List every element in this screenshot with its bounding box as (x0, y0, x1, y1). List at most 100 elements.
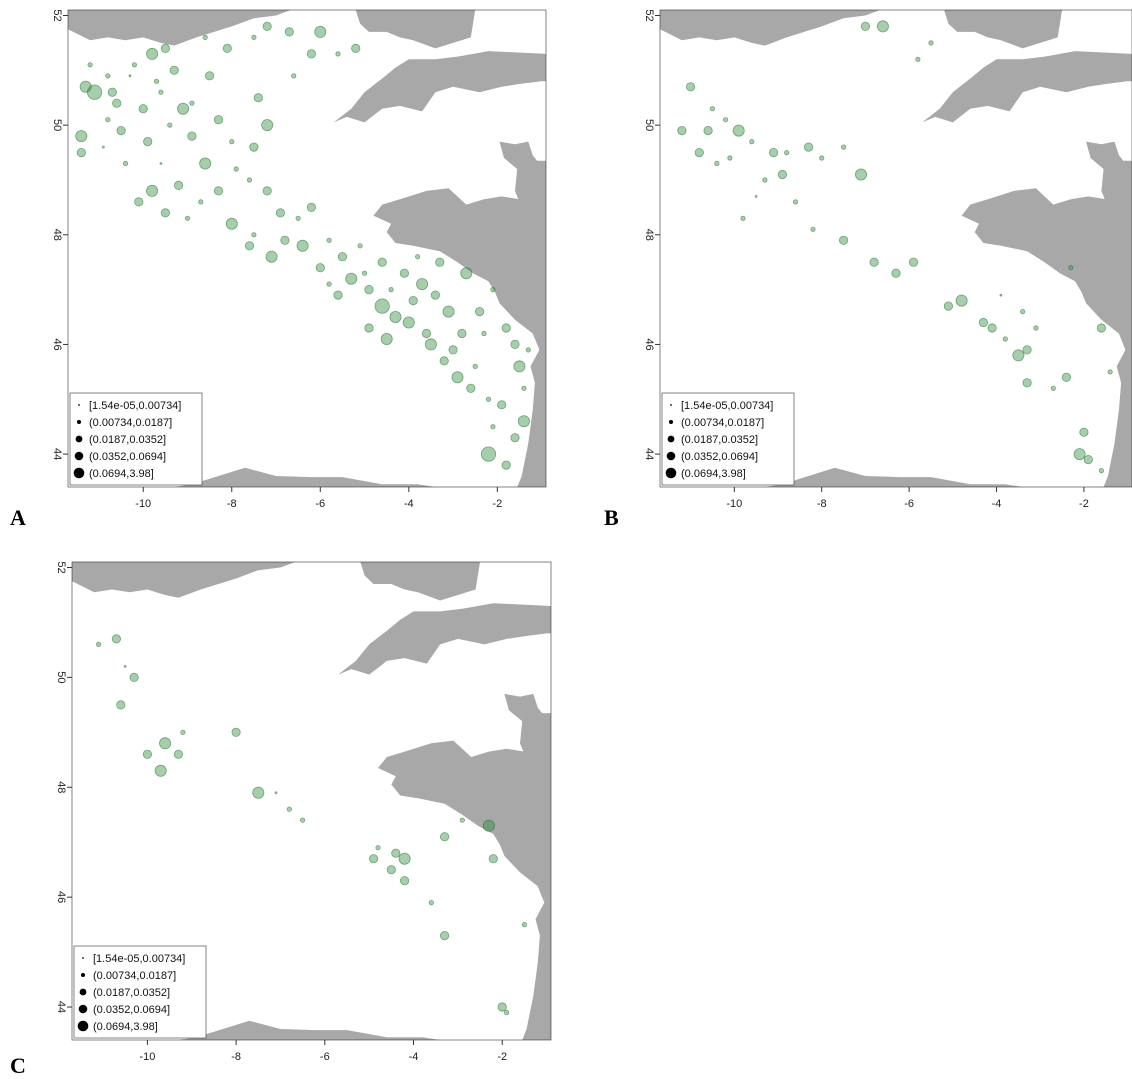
data-point (1022, 378, 1032, 388)
legend-symbol (81, 973, 85, 977)
data-point (284, 27, 294, 37)
data-point (386, 865, 396, 875)
legend-symbol (79, 988, 87, 996)
data-point (987, 323, 997, 333)
legend-symbol (77, 420, 81, 424)
data-point (860, 21, 870, 32)
data-point (364, 284, 374, 295)
legend-label: (0.0187,0.0352] (681, 434, 758, 446)
data-point (460, 267, 473, 280)
data-point (915, 56, 921, 62)
data-point (1079, 427, 1089, 437)
data-point (943, 301, 953, 311)
x-tick-label: -4 (409, 1051, 419, 1063)
data-point (804, 142, 814, 152)
data-point (430, 290, 440, 300)
x-tick-label: -10 (139, 1051, 155, 1063)
data-point (459, 817, 465, 823)
data-point (374, 298, 390, 314)
data-point (521, 921, 528, 928)
data-point (244, 241, 255, 251)
data-point (368, 854, 379, 864)
legend-symbol (78, 404, 80, 406)
legend-box (69, 392, 203, 486)
data-point (501, 323, 511, 333)
data-point (472, 363, 478, 369)
land-mass (764, 467, 1104, 487)
panel-letter-b: B (604, 505, 619, 530)
data-point (1002, 336, 1008, 342)
legend-label: [1.54e-05,0.00734] (681, 400, 773, 412)
legend-label: (0.0187,0.0352] (93, 987, 170, 999)
y-tick-label: 46 (643, 338, 655, 350)
data-point (131, 62, 137, 68)
x-tick-label: -6 (320, 1051, 330, 1063)
land-mass (338, 603, 551, 675)
data-point (928, 40, 934, 46)
data-point (391, 848, 401, 858)
data-point (154, 764, 167, 777)
data-point (199, 157, 212, 170)
data-point (351, 43, 361, 54)
data-point (854, 168, 867, 181)
y-tick-label: 52 (51, 9, 63, 21)
x-tick-label: -6 (904, 498, 914, 510)
data-point (189, 100, 195, 106)
data-point (333, 290, 343, 300)
legend-symbol (669, 420, 673, 424)
data-point (819, 155, 825, 161)
legend-label: (0.0187,0.0352] (89, 434, 166, 446)
data-point (296, 239, 309, 252)
data-point (146, 184, 159, 197)
data-point (262, 186, 272, 196)
data-point (286, 806, 292, 812)
data-point (703, 126, 713, 136)
data-point (421, 328, 432, 339)
data-point (876, 20, 889, 33)
data-point (810, 226, 816, 232)
data-point (999, 293, 1003, 297)
land-mass (373, 188, 546, 487)
data-point (686, 82, 696, 92)
data-point (291, 73, 297, 79)
legend-label: (0.0352,0.0694] (681, 451, 758, 463)
data-point (142, 749, 152, 759)
map-plot-c: -10 -8 -6 -4 -2 44 46 48 50 52 [1.54e-05,0.00734] (… (55, 561, 552, 1063)
data-point (123, 665, 127, 668)
data-point (225, 217, 238, 230)
data-point (180, 729, 186, 735)
data-point (709, 106, 716, 112)
data-point (891, 268, 901, 278)
legend-symbol (78, 1004, 88, 1014)
data-point (153, 78, 160, 84)
data-point (79, 80, 92, 93)
data-point (143, 137, 153, 147)
data-point (517, 415, 530, 428)
data-point (474, 306, 485, 317)
legend-label: [1.54e-05,0.00734] (89, 400, 181, 412)
data-point (510, 339, 520, 349)
legend-symbol (73, 467, 85, 479)
land-mass (660, 10, 896, 46)
data-point (1098, 467, 1104, 474)
land-mass (360, 562, 480, 601)
data-point (490, 424, 496, 430)
data-point (414, 254, 421, 260)
data-point (466, 383, 476, 393)
data-point (105, 117, 111, 123)
land-mass (72, 562, 312, 598)
data-point (167, 122, 173, 128)
data-point (326, 281, 332, 287)
data-point (448, 345, 458, 355)
data-point (1022, 345, 1032, 355)
data-point (488, 854, 498, 864)
data-point (315, 263, 325, 273)
data-point (769, 148, 779, 158)
data-point (111, 634, 122, 644)
data-point (408, 295, 418, 306)
data-point (439, 930, 450, 941)
data-point (335, 51, 341, 57)
y-tick-label: 50 (55, 671, 67, 683)
data-point (501, 460, 511, 470)
data-point (784, 150, 790, 156)
